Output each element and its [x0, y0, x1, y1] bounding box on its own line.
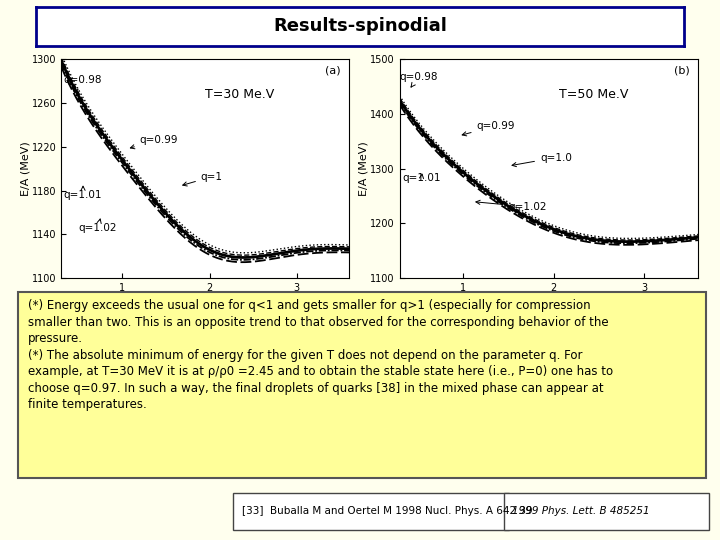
Text: q=1.02: q=1.02 [476, 200, 546, 212]
FancyBboxPatch shape [504, 493, 709, 530]
Text: (a): (a) [325, 66, 341, 76]
Text: (b): (b) [674, 66, 690, 76]
Text: T=50 Me.V: T=50 Me.V [559, 88, 629, 101]
Text: q=0.99: q=0.99 [462, 121, 515, 136]
Text: [33]  Buballa M and Oertel M 1998 Nucl. Phys. A 642 39: [33] Buballa M and Oertel M 1998 Nucl. P… [243, 506, 533, 516]
Text: q=1: q=1 [183, 172, 222, 186]
X-axis label: ρ/ρ0: ρ/ρ0 [193, 294, 217, 305]
X-axis label: ρ/ρ0: ρ/ρ0 [536, 294, 562, 305]
Text: q=1.02: q=1.02 [78, 219, 117, 233]
Text: q=0.98: q=0.98 [63, 76, 102, 91]
Text: 1999 Phys. Lett. B 485251: 1999 Phys. Lett. B 485251 [512, 506, 649, 516]
Text: q=1.01: q=1.01 [402, 173, 441, 183]
Text: T=30 Me.V: T=30 Me.V [205, 88, 274, 101]
Text: Results-spinodial: Results-spinodial [273, 17, 447, 36]
Y-axis label: E/A (MeV): E/A (MeV) [359, 141, 369, 196]
Text: q=1.0: q=1.0 [512, 152, 572, 167]
FancyBboxPatch shape [18, 292, 706, 478]
Text: q=1.01: q=1.01 [64, 186, 102, 200]
Text: q=0.98: q=0.98 [400, 72, 438, 87]
Y-axis label: E/A (MeV): E/A (MeV) [20, 141, 30, 196]
Text: (*) Energy exceeds the usual one for q<1 and gets smaller for q>1 (especially fo: (*) Energy exceeds the usual one for q<1… [28, 299, 613, 411]
Text: q=0.99: q=0.99 [130, 134, 179, 149]
FancyBboxPatch shape [233, 493, 509, 530]
